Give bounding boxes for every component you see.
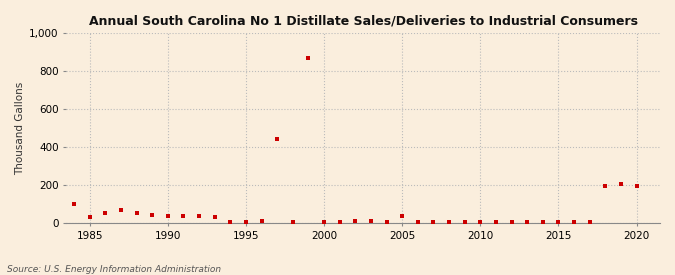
Point [131, 210, 142, 215]
Point [319, 219, 329, 224]
Y-axis label: Thousand Gallons: Thousand Gallons [15, 82, 25, 175]
Point [475, 219, 486, 224]
Point [178, 214, 189, 219]
Point [350, 219, 360, 223]
Point [256, 219, 267, 223]
Point [366, 219, 377, 223]
Point [115, 208, 126, 212]
Point [334, 219, 345, 224]
Point [240, 219, 251, 224]
Point [491, 220, 502, 224]
Point [288, 219, 298, 224]
Point [537, 220, 548, 224]
Point [600, 184, 611, 188]
Text: Source: U.S. Energy Information Administration: Source: U.S. Energy Information Administ… [7, 265, 221, 274]
Point [225, 219, 236, 224]
Point [616, 182, 626, 186]
Point [443, 220, 454, 224]
Point [522, 220, 533, 224]
Point [631, 184, 642, 188]
Point [553, 220, 564, 224]
Point [84, 215, 95, 220]
Point [506, 220, 517, 224]
Point [209, 215, 220, 219]
Point [568, 220, 579, 224]
Point [381, 219, 392, 224]
Point [397, 214, 408, 219]
Point [194, 214, 205, 219]
Point [585, 220, 595, 224]
Point [69, 202, 80, 206]
Point [272, 136, 283, 141]
Point [100, 210, 111, 215]
Point [412, 220, 423, 224]
Point [147, 212, 158, 217]
Title: Annual South Carolina No 1 Distillate Sales/Deliveries to Industrial Consumers: Annual South Carolina No 1 Distillate Sa… [88, 15, 638, 28]
Point [163, 214, 173, 218]
Point [303, 56, 314, 60]
Point [428, 220, 439, 224]
Point [459, 220, 470, 224]
